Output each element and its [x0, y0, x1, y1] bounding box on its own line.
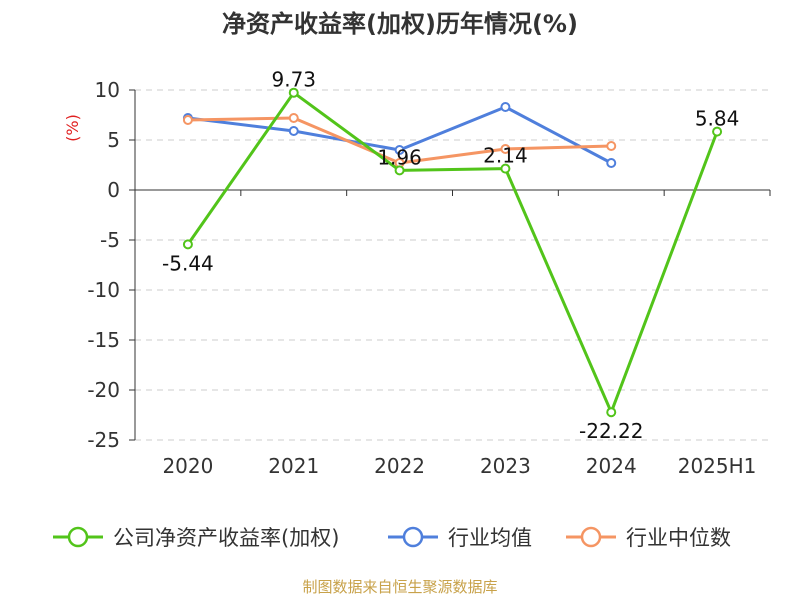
legend-marker — [67, 526, 89, 548]
data-point — [288, 126, 299, 136]
data-point — [288, 113, 299, 123]
x-tick-label: 2020 — [162, 454, 213, 478]
legend-label: 公司净资产收益率(加权) — [113, 526, 339, 550]
y-tick-label: 5 — [107, 128, 120, 152]
data-point — [712, 126, 723, 137]
data-label: -22.22 — [579, 419, 643, 443]
y-tick-label: 0 — [107, 178, 120, 202]
legend-item: 行业均值 — [388, 526, 532, 550]
data-label: -5.44 — [162, 251, 214, 275]
y-axis-unit: (%) — [63, 114, 82, 142]
data-point — [500, 144, 511, 154]
data-label: 2.14 — [483, 144, 528, 168]
y-tick-label: -20 — [87, 378, 120, 402]
y-tick-labels: 10 5 0 -5 -10 -15 -20 -25 — [87, 78, 120, 452]
data-point — [500, 102, 511, 112]
legend-label: 行业均值 — [448, 526, 532, 550]
x-tick-label: 2021 — [268, 454, 319, 478]
data-label: 9.73 — [271, 68, 316, 92]
source-note: 制图数据来自恒生聚源数据库 — [302, 578, 497, 596]
data-point — [606, 141, 617, 151]
data-point — [394, 165, 405, 176]
data-point — [500, 163, 511, 174]
y-tick-label: -10 — [87, 278, 120, 302]
legend-item: 公司净资产收益率(加权) — [53, 526, 339, 550]
y-tick-label: -15 — [87, 328, 120, 352]
y-tick-label: -25 — [87, 428, 120, 452]
legend-label: 行业中位数 — [626, 526, 731, 550]
data-label: 1.96 — [377, 145, 422, 169]
legend: 公司净资产收益率(加权) 行业均值 行业中位数 — [53, 526, 731, 550]
series-line-0 — [186, 91, 719, 414]
chart-title: 净资产收益率(加权)历年情况(%) — [222, 10, 578, 38]
series-lines — [182, 87, 723, 418]
grid-lines — [135, 89, 770, 441]
legend-marker — [402, 526, 424, 548]
data-point — [606, 407, 617, 418]
y-tick-label: -5 — [100, 228, 120, 252]
data-point — [182, 115, 193, 125]
data-labels: -5.44 9.73 1.96 2.14 -22.22 5.84 — [162, 68, 739, 444]
legend-marker — [580, 526, 602, 548]
x-tick-label: 2023 — [480, 454, 531, 478]
x-tick-labels: 2020 2021 2022 2023 2024 2025H1 — [162, 454, 756, 478]
x-tick-label: 2022 — [374, 454, 425, 478]
x-tick-label: 2025H1 — [678, 454, 757, 478]
data-point — [288, 87, 299, 98]
y-tick-label: 10 — [95, 78, 120, 102]
data-point — [606, 158, 617, 168]
x-tick-label: 2024 — [586, 454, 637, 478]
axes — [129, 89, 771, 441]
data-label: 5.84 — [695, 107, 740, 131]
legend-item: 行业中位数 — [566, 526, 731, 550]
data-point — [394, 145, 405, 155]
data-point — [182, 239, 193, 250]
